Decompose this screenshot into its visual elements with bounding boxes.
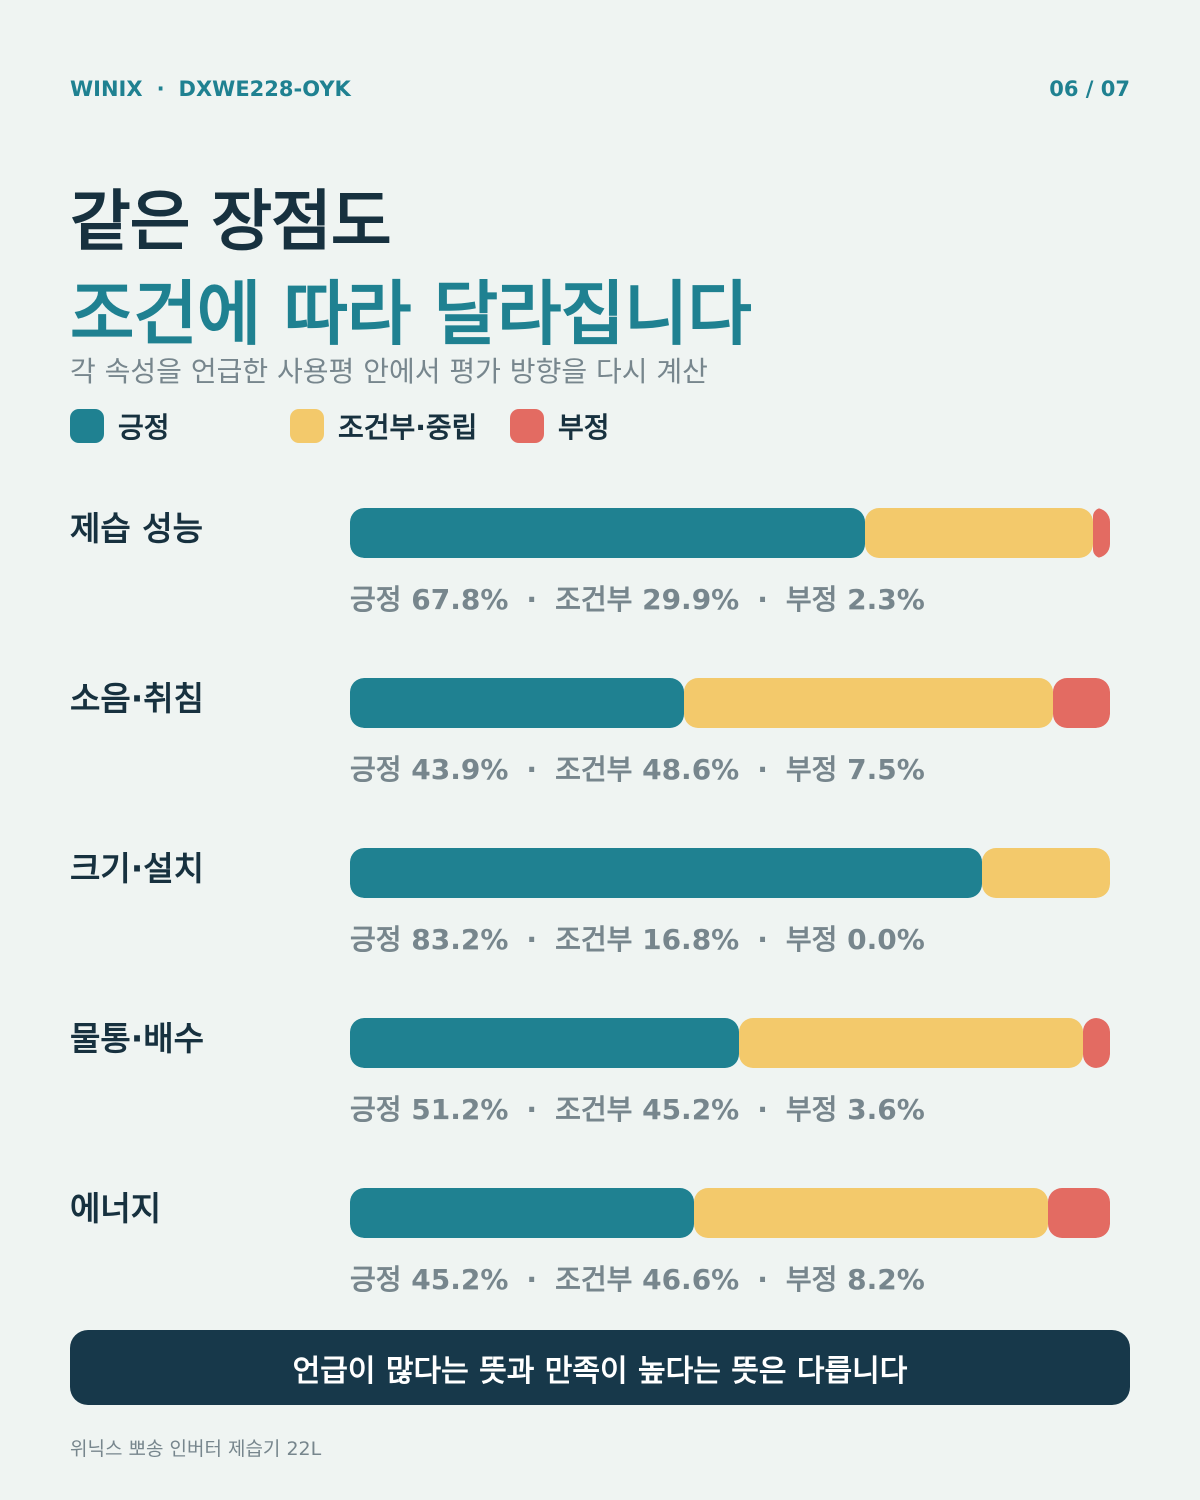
data-label-positive: 긍정 51.2% bbox=[350, 1093, 509, 1126]
data-label-separator: · bbox=[757, 1093, 768, 1126]
data-label-conditional: 조건부 45.2% bbox=[555, 1093, 740, 1126]
bar-segment-conditional bbox=[693, 1188, 1048, 1238]
bar-segment-negative bbox=[1053, 678, 1110, 728]
category-label: 소음·취침 bbox=[70, 679, 204, 718]
stacked-bar bbox=[350, 1018, 1110, 1068]
legend-item-negative: 부정 bbox=[510, 406, 610, 446]
page-title-line2: 조건에 따라 달라집니다 bbox=[70, 273, 752, 355]
legend-item-positive: 긍정 bbox=[70, 406, 170, 446]
bar-segment-positive bbox=[350, 1188, 694, 1238]
legend-item-conditional: 조건부·중립 bbox=[290, 406, 477, 446]
chart-legend: 긍정 조건부·중립 부정 bbox=[70, 406, 770, 444]
summary-banner: 언급이 많다는 뜻과 만족이 높다는 뜻은 다릅니다 bbox=[70, 1330, 1130, 1405]
data-label-conditional: 조건부 46.6% bbox=[555, 1263, 740, 1296]
header-separator: · bbox=[156, 77, 165, 101]
footer-product-name: 위닉스 뽀송 인버터 제습기 22L bbox=[70, 1438, 322, 1460]
data-label-negative: 부정 3.6% bbox=[785, 1093, 925, 1126]
stacked-bar bbox=[350, 1188, 1110, 1238]
data-label-conditional: 조건부 29.9% bbox=[555, 583, 740, 616]
legend-label-positive: 긍정 bbox=[118, 411, 170, 444]
data-label-positive: 긍정 83.2% bbox=[350, 923, 509, 956]
data-label-separator: · bbox=[526, 923, 538, 956]
data-label-positive: 긍정 45.2% bbox=[350, 1263, 509, 1296]
data-label-negative: 부정 7.5% bbox=[785, 753, 925, 786]
data-label-row: 긍정 67.8% · 조건부 29.9% · 부정 2.3% bbox=[350, 578, 925, 618]
data-label-row: 긍정 45.2% · 조건부 46.6% · 부정 8.2% bbox=[350, 1258, 925, 1298]
data-label-separator: · bbox=[526, 583, 538, 616]
stacked-bar bbox=[350, 848, 1110, 898]
category-label: 에너지 bbox=[70, 1189, 162, 1228]
data-label-negative: 부정 0.0% bbox=[785, 923, 925, 956]
bar-segment-positive bbox=[350, 1018, 740, 1068]
bar-segment-conditional bbox=[683, 678, 1053, 728]
brand-model: WINIX · DXWE228-OYK bbox=[70, 77, 351, 101]
data-label-row: 긍정 43.9% · 조건부 48.6% · 부정 7.5% bbox=[350, 748, 925, 788]
data-label-separator: · bbox=[757, 923, 768, 956]
legend-label-conditional: 조건부·중립 bbox=[338, 411, 478, 444]
data-label-separator: · bbox=[526, 753, 538, 786]
data-label-separator: · bbox=[526, 1263, 538, 1296]
data-label-negative: 부정 8.2% bbox=[785, 1263, 925, 1296]
bar-segment-negative bbox=[1047, 1188, 1110, 1238]
bar-segment-conditional bbox=[739, 1018, 1083, 1068]
data-label-conditional: 조건부 16.8% bbox=[555, 923, 740, 956]
data-label-row: 긍정 51.2% · 조건부 45.2% · 부정 3.6% bbox=[350, 1088, 925, 1128]
data-label-separator: · bbox=[757, 1263, 768, 1296]
bar-segment-negative bbox=[1092, 508, 1110, 558]
bar-segment-positive bbox=[350, 508, 866, 558]
data-label-conditional: 조건부 48.6% bbox=[555, 753, 740, 786]
data-label-row: 긍정 83.2% · 조건부 16.8% · 부정 0.0% bbox=[350, 918, 925, 958]
brand-name: WINIX bbox=[70, 77, 143, 101]
bar-segment-positive bbox=[350, 678, 684, 728]
data-label-positive: 긍정 43.9% bbox=[350, 753, 509, 786]
model-number: DXWE228-OYK bbox=[178, 77, 351, 101]
data-label-separator: · bbox=[757, 583, 768, 616]
top-bar: WINIX · DXWE228-OYK 06 / 07 bbox=[70, 74, 1130, 104]
bar-segment-conditional bbox=[865, 508, 1093, 558]
stacked-bar bbox=[350, 508, 1110, 558]
page-indicator: 06 / 07 bbox=[1049, 77, 1130, 101]
page-subtitle: 각 속성을 언급한 사용평 안에서 평가 방향을 다시 계산 bbox=[70, 355, 708, 388]
data-label-separator: · bbox=[526, 1093, 538, 1126]
bar-segment-negative bbox=[1082, 1018, 1110, 1068]
category-label: 크기·설치 bbox=[70, 849, 204, 888]
data-label-separator: · bbox=[757, 753, 768, 786]
data-label-positive: 긍정 67.8% bbox=[350, 583, 509, 616]
page-title-line1: 같은 장점도 bbox=[70, 183, 392, 260]
bar-segment-conditional bbox=[982, 848, 1110, 898]
legend-swatch-conditional bbox=[290, 409, 324, 443]
stacked-bar bbox=[350, 678, 1110, 728]
legend-label-negative: 부정 bbox=[558, 411, 610, 444]
category-label: 제습 성능 bbox=[70, 509, 203, 548]
legend-swatch-negative bbox=[510, 409, 544, 443]
legend-swatch-positive bbox=[70, 409, 104, 443]
bar-segment-positive bbox=[350, 848, 983, 898]
data-label-negative: 부정 2.3% bbox=[785, 583, 925, 616]
category-label: 물통·배수 bbox=[70, 1019, 204, 1058]
